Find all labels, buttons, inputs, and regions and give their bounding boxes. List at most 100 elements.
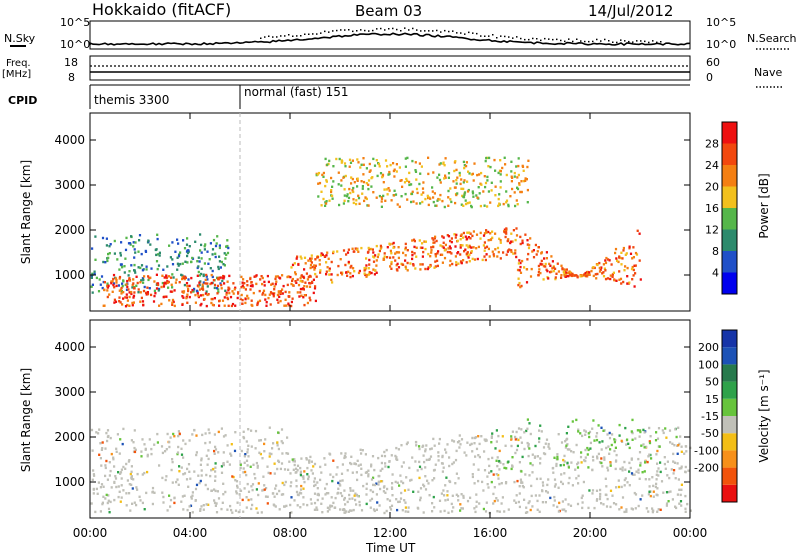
velocity-cell [130, 470, 133, 473]
velocity-cell [296, 464, 300, 467]
nsearch-point [324, 30, 326, 33]
power-cell [219, 266, 222, 269]
velocity-cell [430, 447, 433, 450]
velocity-cell [229, 504, 232, 508]
power-cell [244, 297, 247, 301]
velocity-cell [656, 487, 659, 490]
power-cell [458, 171, 461, 175]
power-cell [631, 265, 634, 269]
velocity-cell [122, 465, 125, 469]
power-cell [268, 293, 271, 296]
power-cell [394, 252, 397, 255]
velocity-cell [678, 502, 681, 505]
velocity-cell [557, 433, 560, 436]
power-cell [404, 165, 407, 168]
power-cell [113, 286, 116, 289]
power-cell [501, 166, 504, 170]
velocity-cell [526, 441, 529, 445]
velocity-cell [135, 503, 138, 507]
velocity-cell [660, 480, 664, 483]
velocity-cell [256, 464, 259, 468]
velocity-cell [498, 449, 501, 453]
power-cell [431, 190, 434, 193]
power-cell [344, 174, 347, 178]
power-cell [111, 290, 114, 293]
velocity-cell [510, 435, 513, 438]
velocity-cell [656, 462, 659, 465]
velocity-cell [606, 469, 610, 472]
velocity-cell [589, 441, 592, 445]
power-cell [411, 239, 414, 242]
velocity-cell [400, 480, 403, 483]
power-cell [424, 247, 427, 251]
velocity-cell [625, 510, 628, 513]
velocity-cell [621, 496, 625, 499]
power-cell [157, 283, 160, 287]
power-cell [132, 294, 136, 298]
power-cell [545, 251, 548, 254]
power-colorbar-swatch [722, 229, 737, 251]
velocity-cell [343, 496, 346, 500]
velocity-cell [674, 477, 677, 480]
velocity-cell [119, 438, 122, 441]
power-cell [487, 230, 490, 234]
power-cell [183, 275, 186, 278]
velocity-cell [181, 495, 184, 498]
velocity-cell [226, 444, 229, 447]
power-cell [337, 264, 340, 268]
power-cell [274, 275, 278, 278]
nsearch-point [540, 39, 542, 42]
velocity-cell [542, 446, 546, 449]
power-cell [434, 260, 437, 263]
velocity-cell [478, 455, 481, 459]
nsearch-point [604, 38, 606, 41]
power-cell [190, 276, 193, 280]
velocity-cell [410, 478, 413, 482]
power-cell [390, 260, 393, 264]
nsearch-point [524, 38, 526, 41]
velocity-cell [100, 448, 103, 451]
power-cell [387, 187, 390, 190]
power-cell [308, 285, 312, 288]
power-cell [126, 285, 129, 289]
velocity-cell [128, 492, 131, 495]
power-cell [272, 293, 275, 296]
power-cell [526, 165, 529, 169]
velocity-cell [299, 506, 302, 509]
power-cell [542, 278, 545, 281]
power-cell [342, 202, 345, 205]
velocity-cell [161, 476, 164, 480]
velocity-cell [613, 449, 616, 453]
velocity-cell [631, 473, 634, 476]
velocity-cell [596, 455, 599, 458]
power-cell [390, 199, 393, 202]
velocity-cell [640, 444, 643, 447]
power-cell [343, 199, 346, 202]
velocity-cell [129, 472, 132, 476]
velocity-cell [649, 494, 652, 498]
power-cell [93, 270, 96, 273]
velocity-cell [104, 497, 107, 500]
power-cell [633, 264, 636, 267]
velocity-cell [200, 505, 203, 508]
power-cell [430, 246, 433, 249]
power-cell [503, 230, 506, 233]
velocity-cell [451, 494, 454, 497]
velocity-cell [339, 508, 342, 511]
power-cell [525, 268, 529, 271]
power-cell [562, 270, 565, 274]
power-cell [127, 274, 130, 277]
power-cell [462, 231, 465, 235]
power-cell [509, 241, 512, 245]
velocity-cell [448, 456, 451, 459]
velocity-cell [337, 491, 340, 495]
power-cell [130, 292, 133, 296]
velocity-cell [135, 486, 138, 489]
power-cell [354, 247, 357, 250]
power-cell [632, 268, 635, 272]
power-cell [113, 239, 116, 243]
power-cell [460, 178, 463, 181]
power-cell [196, 260, 199, 263]
velocity-cell [495, 473, 498, 476]
